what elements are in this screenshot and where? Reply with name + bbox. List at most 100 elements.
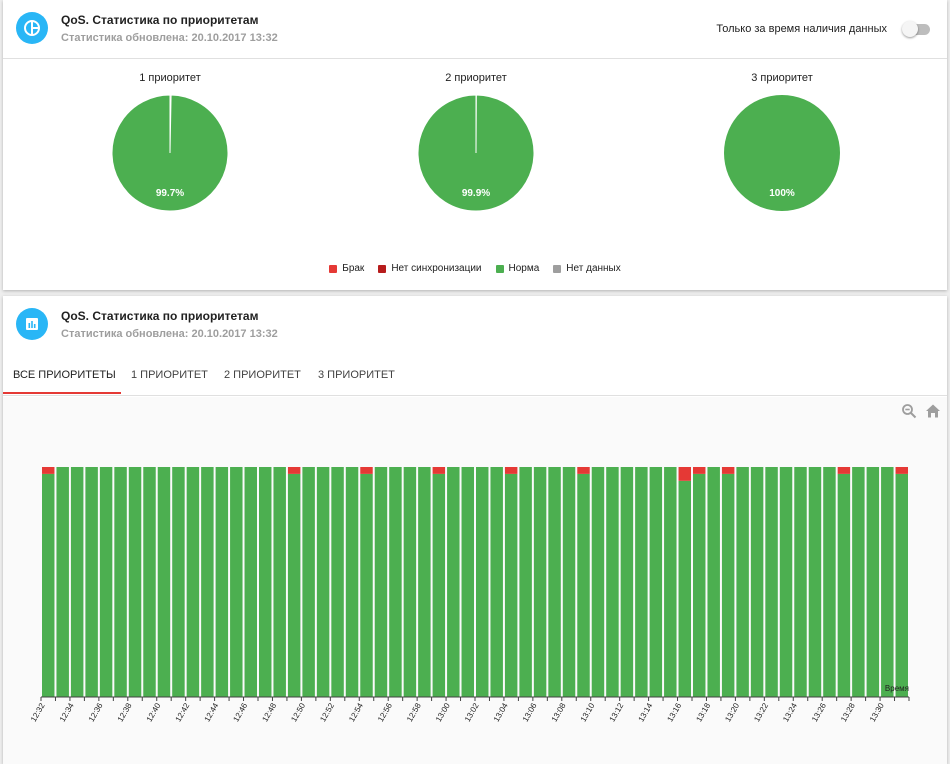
bar-norma[interactable]: [837, 473, 851, 697]
bar-norma[interactable]: [562, 467, 576, 697]
bar-norma[interactable]: [56, 467, 69, 697]
bar-norma[interactable]: [750, 467, 764, 697]
bar-norma[interactable]: [418, 467, 431, 697]
bar-norma[interactable]: [476, 467, 489, 697]
bar-brak[interactable]: [577, 467, 590, 474]
bar-norma[interactable]: [895, 473, 908, 697]
bar-norma[interactable]: [664, 467, 677, 697]
bar-norma[interactable]: [99, 467, 113, 697]
bar-brak[interactable]: [837, 467, 851, 474]
pie-title: 2 приоритет: [445, 72, 507, 84]
toggle-thumb[interactable]: [902, 21, 918, 37]
bar-norma[interactable]: [186, 467, 200, 697]
bar-norma[interactable]: [519, 467, 532, 697]
legend-item-brak[interactable]: Брак: [329, 263, 364, 274]
bar-norma[interactable]: [259, 467, 272, 697]
legend-item-no-sync[interactable]: Нет синхронизации: [378, 263, 482, 274]
bar-norma[interactable]: [447, 467, 460, 697]
home-icon[interactable]: [925, 403, 941, 419]
tab-priority-2[interactable]: 2 ПРИОРИТЕТ: [224, 369, 301, 381]
bar-norma[interactable]: [85, 467, 98, 697]
bar-norma[interactable]: [215, 467, 229, 697]
bar-brak[interactable]: [504, 467, 518, 474]
bar-norma[interactable]: [157, 467, 171, 697]
bar-norma[interactable]: [490, 467, 503, 697]
pie-slice[interactable]: [724, 95, 840, 211]
bar-norma[interactable]: [765, 467, 778, 697]
bar-norma[interactable]: [244, 467, 257, 697]
bar-brak[interactable]: [678, 467, 691, 481]
bar-norma[interactable]: [201, 467, 214, 697]
bar-norma[interactable]: [432, 473, 446, 697]
bar-norma[interactable]: [403, 467, 417, 697]
pie-slice[interactable]: [417, 94, 535, 212]
bar-norma[interactable]: [374, 467, 388, 697]
bar-norma[interactable]: [273, 467, 286, 697]
bar-norma[interactable]: [143, 467, 156, 697]
bar-norma[interactable]: [736, 467, 749, 697]
bar-norma[interactable]: [461, 467, 474, 697]
x-tick-label: 13:08: [550, 701, 568, 723]
bar-plot-area: 12:32 12:34 12:36 12:38 12:40 12:42 12:44 12:46…: [3, 397, 947, 764]
bar-widget-title: QoS. Статистика по приоритетам: [61, 309, 259, 323]
bar-norma[interactable]: [707, 467, 720, 697]
bar-norma[interactable]: [606, 467, 619, 697]
bar-norma[interactable]: [779, 467, 793, 697]
bar-norma[interactable]: [389, 467, 402, 697]
legend-label: Нет синхронизации: [391, 263, 482, 274]
x-tick-label: 12:38: [116, 701, 134, 723]
bar-norma[interactable]: [852, 467, 865, 697]
bar-norma[interactable]: [866, 467, 880, 697]
bar-norma[interactable]: [548, 467, 561, 697]
zoom-out-icon[interactable]: [901, 403, 917, 419]
bar-widget: QoS. Статистика по приоритетам Статистик…: [3, 296, 947, 764]
tab-all-priorities[interactable]: ВСЕ ПРИОРИТЕТЫ: [3, 362, 121, 394]
pie-slice[interactable]: [111, 94, 229, 212]
tab-priority-1[interactable]: 1 ПРИОРИТЕТ: [131, 369, 208, 381]
x-tick-label: 12:34: [58, 701, 76, 723]
bar-norma[interactable]: [591, 467, 605, 697]
bar-norma[interactable]: [721, 473, 735, 697]
x-tick-label: 12:46: [231, 701, 249, 723]
bar-brak[interactable]: [287, 467, 301, 474]
legend-item-no-data[interactable]: Нет данных: [553, 263, 621, 274]
bar-brak[interactable]: [360, 467, 373, 474]
bar-norma[interactable]: [230, 467, 243, 697]
bar-norma[interactable]: [42, 473, 55, 697]
bar-norma[interactable]: [678, 480, 691, 697]
bar-norma[interactable]: [693, 473, 706, 697]
bar-brak[interactable]: [42, 467, 55, 474]
bar-norma[interactable]: [881, 467, 894, 697]
pie-priority-1: 1 приоритет 99.7%: [105, 72, 235, 222]
bar-norma[interactable]: [794, 467, 807, 697]
bar-norma[interactable]: [823, 467, 836, 697]
header-divider: [3, 58, 947, 59]
bar-norma[interactable]: [620, 467, 634, 697]
bar-norma[interactable]: [345, 467, 359, 697]
bar-norma[interactable]: [635, 467, 648, 697]
bar-brak[interactable]: [895, 467, 908, 474]
bar-brak[interactable]: [693, 467, 706, 474]
bar-norma[interactable]: [504, 473, 518, 697]
bar-chart-icon: [16, 308, 48, 340]
legend-item-norma[interactable]: Норма: [495, 263, 539, 274]
bar-norma[interactable]: [316, 467, 330, 697]
legend-swatch: [329, 264, 338, 273]
tab-priority-3[interactable]: 3 ПРИОРИТЕТ: [318, 369, 395, 381]
bar-norma[interactable]: [649, 467, 663, 697]
data-only-toggle[interactable]: [902, 21, 932, 37]
bar-norma[interactable]: [70, 467, 84, 697]
bar-brak[interactable]: [721, 467, 735, 474]
bar-norma[interactable]: [360, 473, 373, 697]
bar-norma[interactable]: [302, 467, 315, 697]
bar-norma[interactable]: [331, 467, 344, 697]
bar-brak[interactable]: [432, 467, 446, 474]
x-tick-label: 12:54: [347, 701, 365, 723]
bar-norma[interactable]: [172, 467, 185, 697]
bar-norma[interactable]: [577, 473, 590, 697]
bar-norma[interactable]: [287, 473, 301, 697]
bar-norma[interactable]: [533, 467, 547, 697]
bar-norma[interactable]: [808, 467, 822, 697]
bar-norma[interactable]: [114, 467, 127, 697]
bar-norma[interactable]: [128, 467, 142, 697]
